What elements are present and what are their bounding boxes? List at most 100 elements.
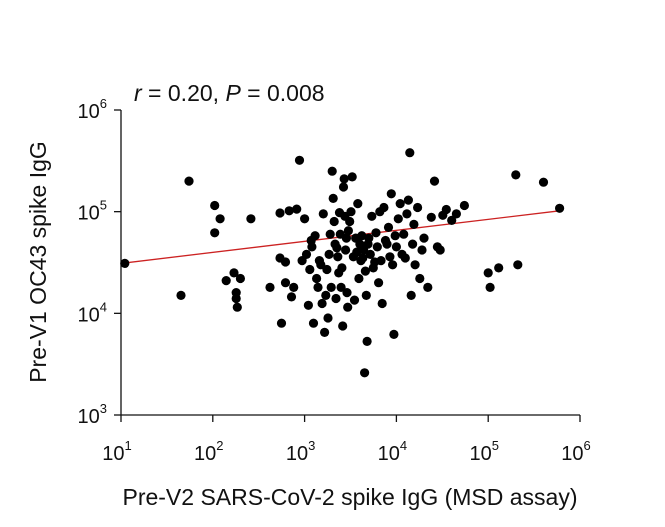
data-point xyxy=(210,200,220,211)
data-point xyxy=(494,263,504,273)
data-point xyxy=(337,263,347,273)
data-point xyxy=(320,327,330,337)
data-point xyxy=(313,282,323,292)
data-point xyxy=(336,282,346,292)
data-point xyxy=(361,290,371,300)
data-point xyxy=(371,228,381,238)
data-point xyxy=(389,329,399,339)
data-point xyxy=(345,216,355,227)
data-point xyxy=(326,282,336,292)
data-point xyxy=(280,257,291,267)
data-points xyxy=(120,148,565,378)
data-point xyxy=(318,209,328,219)
data-point xyxy=(333,252,343,262)
data-point xyxy=(360,266,370,276)
data-point xyxy=(210,228,220,238)
data-point xyxy=(341,233,351,243)
data-point xyxy=(305,264,315,275)
data-point xyxy=(513,260,523,270)
data-point xyxy=(284,206,294,216)
data-point xyxy=(393,214,403,224)
data-point xyxy=(352,247,362,257)
data-point xyxy=(294,155,305,165)
data-point xyxy=(357,231,367,241)
data-point xyxy=(307,242,317,252)
data-point xyxy=(399,229,409,239)
data-point xyxy=(511,170,521,180)
data-point xyxy=(406,290,416,300)
data-point xyxy=(346,207,356,217)
p-symbol: P xyxy=(225,80,241,106)
data-point xyxy=(382,239,392,249)
data-point xyxy=(403,195,413,205)
data-point xyxy=(338,321,348,331)
y-tick-label: 104 xyxy=(78,299,107,326)
data-point xyxy=(374,278,384,288)
data-point xyxy=(376,256,386,266)
data-point xyxy=(341,245,351,255)
data-point xyxy=(429,176,440,186)
data-point xyxy=(358,253,368,263)
data-point xyxy=(300,214,310,224)
data-point xyxy=(377,298,387,309)
data-point xyxy=(459,200,469,211)
data-point xyxy=(391,242,401,252)
data-point xyxy=(342,288,352,298)
data-point xyxy=(354,273,364,284)
data-point xyxy=(451,209,461,219)
data-point xyxy=(232,302,242,312)
data-point xyxy=(324,249,334,259)
data-point xyxy=(353,199,363,209)
data-point xyxy=(215,214,225,224)
data-point xyxy=(413,202,423,213)
data-point xyxy=(372,242,382,252)
data-point xyxy=(265,282,275,292)
data-point xyxy=(317,298,327,309)
data-point xyxy=(280,278,291,288)
data-point xyxy=(426,212,436,222)
data-point xyxy=(386,189,396,199)
data-point xyxy=(435,245,445,255)
data-point xyxy=(409,219,419,229)
data-point xyxy=(321,290,331,300)
data-point xyxy=(308,318,319,328)
data-point xyxy=(447,215,457,225)
data-point xyxy=(331,293,341,304)
data-point xyxy=(538,177,549,187)
data-point xyxy=(276,318,287,328)
y-tick-label: 106 xyxy=(78,96,107,123)
data-point xyxy=(286,292,297,302)
y-tick-label: 103 xyxy=(78,401,107,428)
data-point xyxy=(292,204,302,214)
data-point xyxy=(184,176,194,186)
data-point xyxy=(400,253,410,263)
data-point xyxy=(441,204,451,215)
data-point xyxy=(231,293,241,304)
data-point xyxy=(338,182,349,192)
data-point xyxy=(483,268,493,278)
data-point xyxy=(423,282,433,292)
data-point xyxy=(402,209,412,219)
data-point xyxy=(388,260,398,270)
x-tick-label: 104 xyxy=(378,438,407,465)
x-tick-label: 101 xyxy=(102,438,131,465)
x-tick-label: 105 xyxy=(469,438,498,465)
y-axis-label: Pre-V1 OC43 spike IgG xyxy=(25,141,51,383)
data-point xyxy=(328,193,338,203)
x-tick-label: 103 xyxy=(286,438,315,465)
data-point xyxy=(246,214,256,224)
data-point xyxy=(347,172,357,182)
y-tick-label: 105 xyxy=(78,198,107,225)
data-point xyxy=(322,264,332,275)
data-point xyxy=(379,202,389,213)
data-point xyxy=(176,290,186,300)
y-ticks: 103 104 105 106 xyxy=(78,96,121,428)
data-point xyxy=(310,231,320,241)
data-point xyxy=(405,148,415,158)
data-point xyxy=(365,249,375,259)
data-point xyxy=(339,174,349,184)
data-point xyxy=(364,233,374,243)
data-point xyxy=(120,258,130,268)
stats-annotation: r = 0.20, P = 0.008 xyxy=(134,80,325,106)
